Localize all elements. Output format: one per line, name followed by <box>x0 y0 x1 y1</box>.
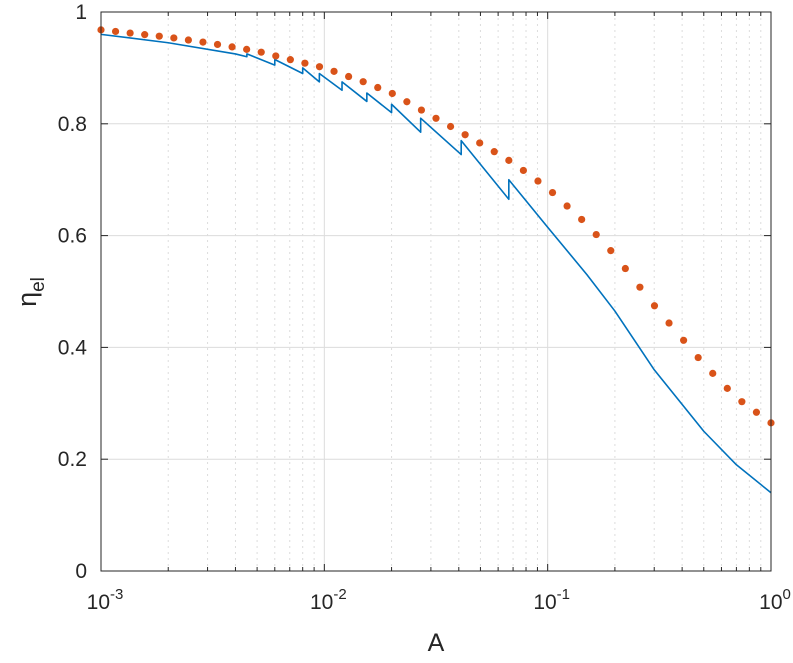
y-axis-label: ηel <box>12 277 49 307</box>
y-tick-label: 0.2 <box>58 448 87 471</box>
series-2-point <box>272 52 280 60</box>
series-2-point <box>155 32 163 40</box>
x-tick-base: 10 <box>310 591 333 614</box>
series-2-point <box>257 48 265 56</box>
series-2-point <box>461 131 469 139</box>
series-2-point <box>709 369 717 377</box>
x-tick-base: 10 <box>533 591 556 614</box>
series-2-point <box>446 122 455 131</box>
series-2-point <box>650 302 659 310</box>
series-2-point <box>476 139 484 147</box>
series-2-point <box>403 98 411 106</box>
y-tick-label: 0 <box>75 560 87 583</box>
series-2-point <box>723 384 731 392</box>
series-2-point <box>665 319 673 327</box>
x-tick-exponent: -2 <box>333 586 346 603</box>
series-2-point <box>752 408 761 416</box>
series-2-point <box>636 283 644 291</box>
series-2-point <box>563 202 571 210</box>
plot-frame <box>100 11 772 572</box>
x-tick-exponent: -3 <box>110 586 123 603</box>
series-2-point <box>519 166 527 175</box>
x-tick-base: 10 <box>87 591 110 614</box>
series-2-point <box>228 43 236 51</box>
x-tick-exponent: -1 <box>557 586 570 603</box>
x-tick-label: 10-2 <box>310 586 347 614</box>
series-2-point <box>286 56 294 64</box>
series-2-point <box>490 148 498 156</box>
x-tick-label: 100 <box>759 586 791 614</box>
y-tick-label: 0.6 <box>58 225 87 248</box>
y-tick-label: 0.8 <box>58 113 87 136</box>
series-2-point <box>213 40 222 49</box>
series-2-point <box>534 177 542 185</box>
series-2-point <box>199 38 207 46</box>
series-2-point <box>548 188 557 197</box>
series-2-point <box>141 31 149 39</box>
series-2-point <box>170 34 178 42</box>
y-tick-label: 1 <box>75 1 87 24</box>
series-1-line <box>100 33 772 494</box>
series-2-point <box>694 353 702 362</box>
series-2-point <box>432 114 440 122</box>
series-2-point <box>578 215 586 224</box>
series-2-point <box>592 230 600 239</box>
series-2-point <box>111 27 120 36</box>
grid <box>101 12 771 571</box>
series-2-point <box>126 29 134 37</box>
series-2-point <box>184 36 192 44</box>
ticks <box>100 11 772 572</box>
series-2-point <box>243 45 251 53</box>
series-2-point <box>621 264 629 273</box>
series-2-point <box>345 72 353 81</box>
x-tick-labels: 10-3 10-2 10-1 100 <box>87 586 791 614</box>
y-axis-label-main: η <box>12 292 42 307</box>
series-2-point <box>417 106 426 114</box>
x-tick-exponent: 0 <box>783 586 791 603</box>
x-tick-label: 10-3 <box>87 586 124 614</box>
plot-background <box>101 12 771 571</box>
series-2-point <box>330 67 338 75</box>
series-2-point <box>738 398 746 406</box>
series-2-point <box>315 63 324 71</box>
x-tick-label: 10-1 <box>533 586 570 614</box>
series-2-point <box>680 336 688 344</box>
x-tick-base: 10 <box>759 591 782 614</box>
series-2-point <box>607 247 615 255</box>
series-2-point <box>301 59 309 67</box>
y-tick-labels: 0 0.2 0.4 0.6 0.8 1 <box>58 1 88 583</box>
series-layer <box>97 26 775 494</box>
x-axis-label: A <box>428 629 445 657</box>
series-2-point <box>388 89 396 98</box>
y-tick-label: 0.4 <box>58 336 88 359</box>
y-axis-label-sub: el <box>28 277 49 292</box>
series-2-point <box>359 78 367 86</box>
series-2-point <box>505 156 513 164</box>
series-2-point <box>374 83 382 92</box>
